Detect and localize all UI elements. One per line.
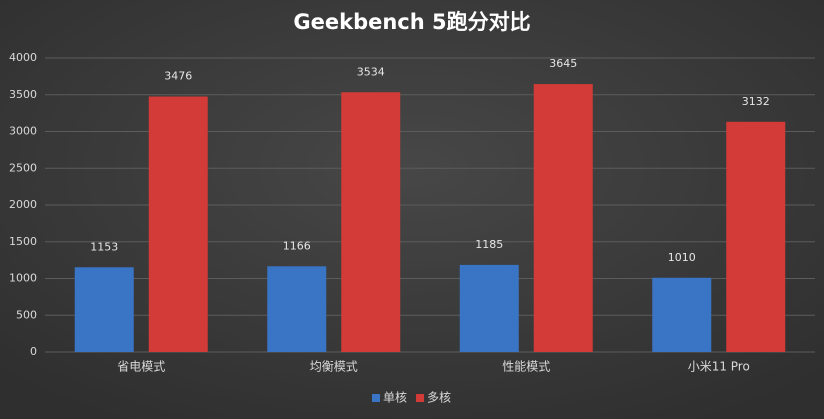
data-label: 1166 (283, 239, 311, 252)
legend-label: 单核 (383, 391, 407, 405)
y-tick-label: 1000 (9, 272, 37, 285)
bar (74, 267, 134, 352)
x-tick-label: 性能模式 (502, 360, 550, 374)
data-label: 1153 (90, 240, 118, 253)
y-tick-label: 1500 (9, 235, 37, 248)
data-label: 1185 (475, 238, 503, 251)
y-tick-label: 0 (30, 345, 37, 358)
data-label: 3132 (742, 95, 770, 108)
data-label: 3645 (549, 57, 577, 70)
legend-label: 多核 (427, 391, 451, 405)
bar (267, 266, 327, 352)
y-tick-label: 2500 (9, 161, 37, 174)
y-tick-label: 4000 (9, 51, 37, 64)
bar (652, 277, 712, 352)
data-label: 1010 (668, 251, 696, 264)
bar (459, 264, 519, 352)
bar (726, 121, 786, 352)
y-tick-label: 500 (16, 308, 37, 321)
data-label: 3476 (164, 70, 192, 83)
bar (148, 96, 208, 352)
x-tick-label: 均衡模式 (310, 360, 358, 374)
legend-swatch (416, 394, 425, 402)
y-tick-label: 3000 (9, 125, 37, 138)
legend-swatch (372, 394, 380, 402)
y-tick-label: 3500 (9, 88, 37, 101)
x-tick-label: 省电模式 (117, 360, 165, 374)
bar (341, 92, 401, 352)
y-tick-label: 2000 (9, 198, 37, 211)
chart-title: Geekbench 5跑分对比 (293, 10, 530, 34)
bar (533, 84, 593, 352)
data-label: 3534 (357, 65, 385, 78)
x-tick-label: 小米11 Pro (688, 360, 750, 374)
